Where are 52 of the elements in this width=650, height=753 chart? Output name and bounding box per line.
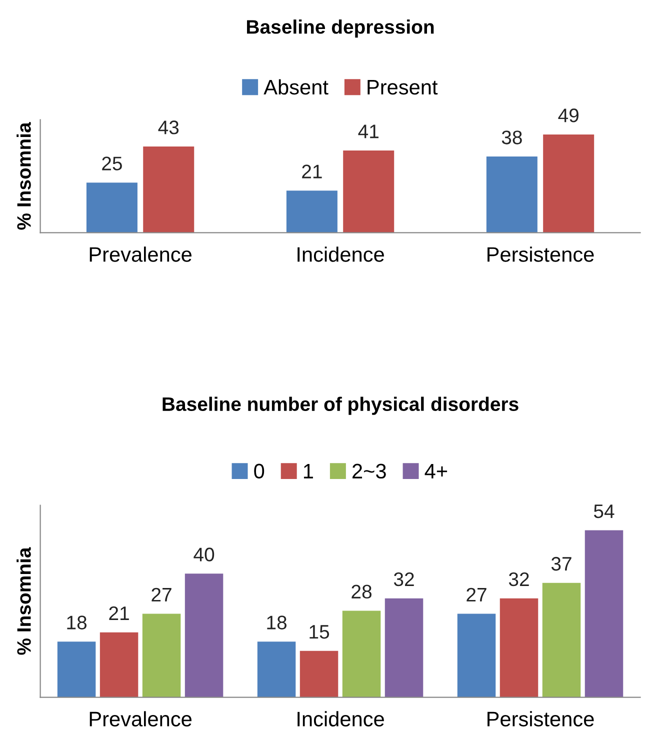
bar xyxy=(500,598,538,698)
legend-label: 4+ xyxy=(424,464,448,478)
data-label: 25 xyxy=(102,156,122,170)
data-label: 32 xyxy=(508,572,529,586)
data-label: 21 xyxy=(302,164,322,178)
bar xyxy=(342,610,381,698)
bar xyxy=(584,530,624,698)
bar xyxy=(286,190,338,233)
bar xyxy=(100,632,138,698)
chart-title: Baseline number of physical disorders xyxy=(162,396,518,415)
x-tick-label: Incidence xyxy=(298,711,384,726)
x-tick-label: Incidence xyxy=(298,246,384,262)
data-label: 15 xyxy=(310,625,330,639)
data-label: 49 xyxy=(558,108,578,122)
x-tick-label: Persistence xyxy=(488,246,594,262)
bar xyxy=(184,574,224,698)
data-label: 40 xyxy=(194,548,214,562)
legend-label: 2~3 xyxy=(352,464,386,479)
bar xyxy=(486,156,538,233)
bar xyxy=(384,598,424,698)
y-axis-title: % Insomnia xyxy=(16,547,31,655)
x-tick-label: Persistence xyxy=(488,711,594,726)
bar xyxy=(143,146,194,233)
bar xyxy=(57,642,96,698)
data-label: 41 xyxy=(358,124,378,138)
x-tick-label: Prevalence xyxy=(90,246,192,262)
bar xyxy=(457,614,496,698)
bar xyxy=(300,650,338,698)
bar xyxy=(257,642,296,698)
data-label: 21 xyxy=(109,606,129,620)
y-axis-title: % Insomnia xyxy=(16,122,31,230)
data-label: 28 xyxy=(352,584,372,599)
legend-label: Present xyxy=(368,80,438,95)
bar xyxy=(542,582,581,698)
data-label: 18 xyxy=(67,616,87,630)
data-label: 18 xyxy=(267,616,286,630)
legend-label: 0 xyxy=(254,464,264,479)
x-tick-label: Prevalence xyxy=(90,711,192,726)
data-label: 43 xyxy=(158,120,179,134)
chart-title: Baseline depression xyxy=(247,20,434,38)
data-label: 27 xyxy=(152,588,172,602)
data-label: 54 xyxy=(594,504,614,518)
bar xyxy=(142,614,181,698)
data-label: 37 xyxy=(551,556,572,571)
data-label: 32 xyxy=(394,572,414,586)
legend-label: Absent xyxy=(264,79,328,95)
data-label: 27 xyxy=(466,588,486,602)
legend-label: 1 xyxy=(304,464,313,478)
bar xyxy=(543,134,594,233)
data-label: 38 xyxy=(502,130,522,144)
bar xyxy=(86,182,138,233)
bar xyxy=(343,150,394,233)
